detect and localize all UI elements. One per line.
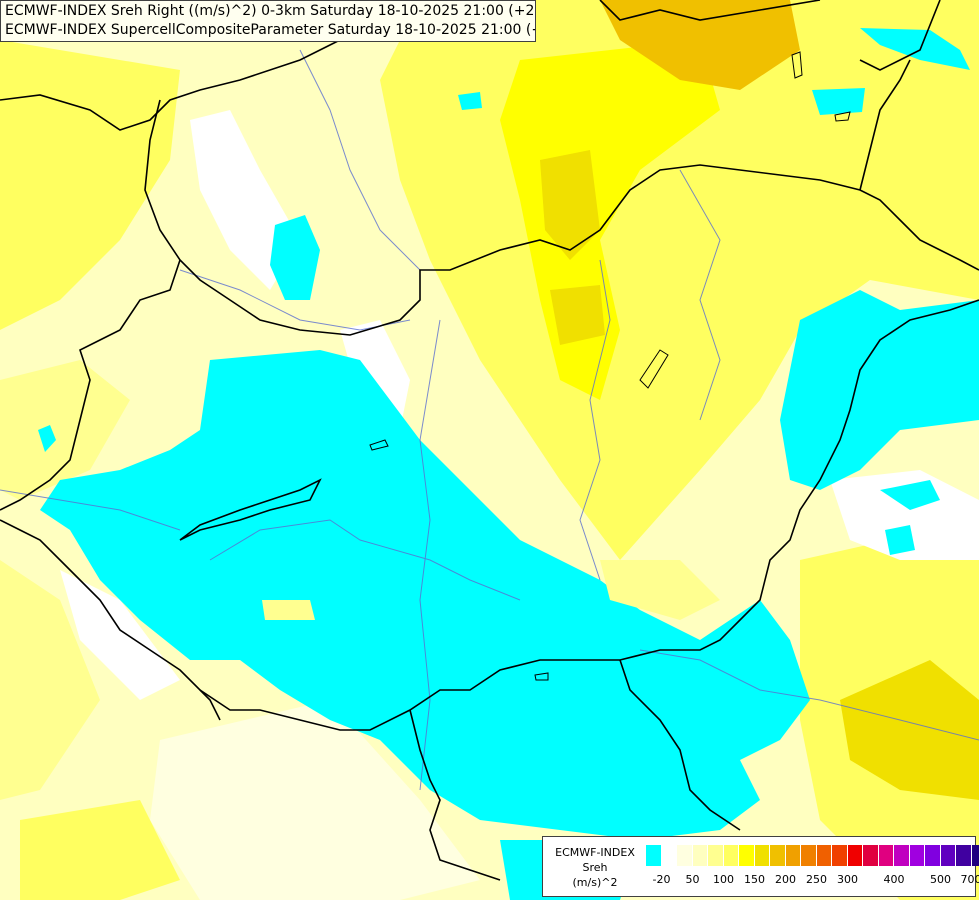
legend-tick-label: 200 (775, 873, 796, 886)
legend-swatch (708, 845, 724, 866)
legend-swatch (785, 845, 801, 866)
legend-swatch (940, 845, 956, 866)
legend-swatch (971, 845, 979, 866)
legend-tick-label: -20 (652, 873, 671, 886)
legend-swatch (816, 845, 832, 866)
sreh-field-yellow-overlay (262, 560, 720, 620)
map-title-box: ECMWF-INDEX Sreh Right ((m/s)^2) 0-3km S… (0, 0, 536, 42)
legend-swatch (692, 845, 708, 866)
legend-swatch (770, 845, 786, 866)
legend-swatch (646, 845, 662, 866)
legend-swatch (956, 845, 972, 866)
legend-tick-label: 400 (883, 873, 905, 886)
legend-tick-labels: -20 50 100 150 200 250 300 400 500 700 (646, 873, 979, 889)
legend-title: ECMWF-INDEX Sreh (m/s)^2 (547, 845, 643, 890)
map-title-line-2: ECMWF-INDEX SupercellCompositeParameter … (5, 22, 536, 38)
legend-swatch (925, 845, 941, 866)
map-title-line-1: ECMWF-INDEX Sreh Right ((m/s)^2) 0-3km S… (5, 3, 536, 19)
legend-swatch (739, 845, 755, 866)
legend-swatch (801, 845, 817, 866)
legend-swatch (909, 845, 925, 866)
legend-swatch (677, 845, 693, 866)
legend-tick-label: 100 (713, 873, 734, 886)
legend-swatch (878, 845, 894, 866)
legend-swatch (832, 845, 848, 866)
legend-tick-label: 250 (806, 873, 827, 886)
legend-swatch (847, 845, 863, 866)
legend-variable: Sreh (582, 861, 608, 874)
legend-color-scale (646, 845, 979, 866)
legend-tick-label: 500 (930, 873, 951, 886)
legend-swatch (723, 845, 739, 866)
legend-tick-label: 300 (837, 873, 858, 886)
legend-swatch (863, 845, 879, 866)
legend-unit: (m/s)^2 (572, 876, 618, 889)
legend-swatch (661, 845, 677, 866)
legend-tick-label: 700 (960, 873, 979, 886)
lakes (369, 51, 851, 681)
color-legend: ECMWF-INDEX Sreh (m/s)^2 -20 50 100 150 200 2… (542, 836, 979, 897)
legend-tick-label: 150 (744, 873, 765, 886)
legend-swatch (754, 845, 770, 866)
legend-tick-label: 50 (685, 873, 700, 886)
legend-swatch (894, 845, 910, 866)
rivers (0, 49, 979, 791)
legend-source: ECMWF-INDEX (555, 846, 635, 859)
country-borders (0, 0, 979, 881)
